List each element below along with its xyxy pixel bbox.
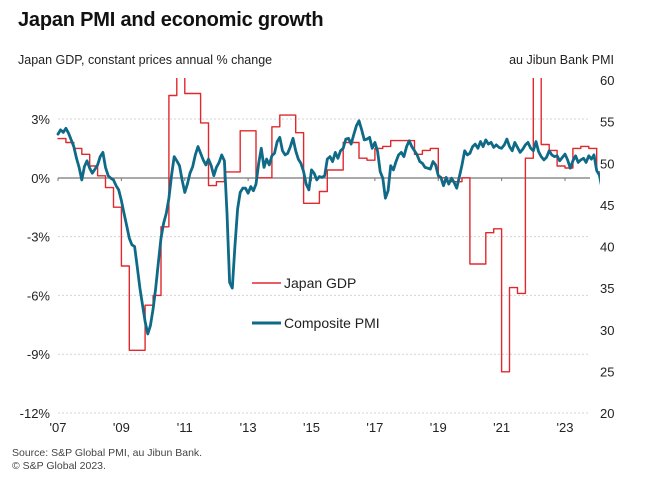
left-tick-label: 3% <box>31 112 50 127</box>
legend-label-pmi: Composite PMI <box>284 315 380 331</box>
right-tick-label: 40 <box>600 240 614 255</box>
x-tick-label: '15 <box>303 420 320 435</box>
left-tick-label: -3% <box>27 230 51 245</box>
legend: Japan GDP Composite PMI <box>252 275 380 331</box>
x-tick-label: '07 <box>50 420 67 435</box>
left-tick-label: 0% <box>31 171 50 186</box>
x-tick-label: '23 <box>557 420 574 435</box>
x-tick-label: '13 <box>240 420 257 435</box>
source-note: Source: S&P Global PMI, au Jibun Bank. ©… <box>12 447 202 473</box>
series-line-composite-pmi <box>56 119 600 336</box>
left-tick-label: -6% <box>27 288 51 303</box>
x-axis-ticks: '07 '09 '11 '13 '15 '17 '19 '21 '23 <box>50 178 574 435</box>
left-axis-ticks: 3% 0% -3% -6% -9% -12% <box>20 112 51 421</box>
copyright-text: © S&P Global 2023. <box>12 460 106 472</box>
right-tick-label: 25 <box>600 364 614 379</box>
legend-label-gdp: Japan GDP <box>284 275 356 291</box>
right-tick-label: 60 <box>600 73 614 88</box>
x-tick-label: '09 <box>113 420 130 435</box>
right-tick-label: 30 <box>600 323 614 338</box>
right-tick-label: 55 <box>600 115 614 130</box>
chart-title: Japan PMI and economic growth <box>18 9 324 31</box>
source-text: Source: S&P Global PMI, au Jibun Bank. <box>12 447 203 459</box>
x-tick-label: '21 <box>493 420 510 435</box>
right-tick-label: 35 <box>600 281 614 296</box>
left-tick-label: -12% <box>20 406 51 421</box>
right-tick-label: 50 <box>600 156 614 171</box>
series-layer <box>56 78 600 373</box>
x-tick-label: '17 <box>366 420 383 435</box>
left-tick-label: -9% <box>27 347 51 362</box>
right-axis-label: au Jibun Bank PMI <box>509 53 614 67</box>
right-axis-ticks: 60 55 50 45 40 35 30 25 20 <box>600 73 614 421</box>
x-tick-label: '19 <box>430 420 447 435</box>
left-axis-label: Japan GDP, constant prices annual % chan… <box>18 53 273 67</box>
right-tick-label: 45 <box>600 198 614 213</box>
right-tick-label: 20 <box>600 406 614 421</box>
x-tick-label: '11 <box>177 420 193 435</box>
